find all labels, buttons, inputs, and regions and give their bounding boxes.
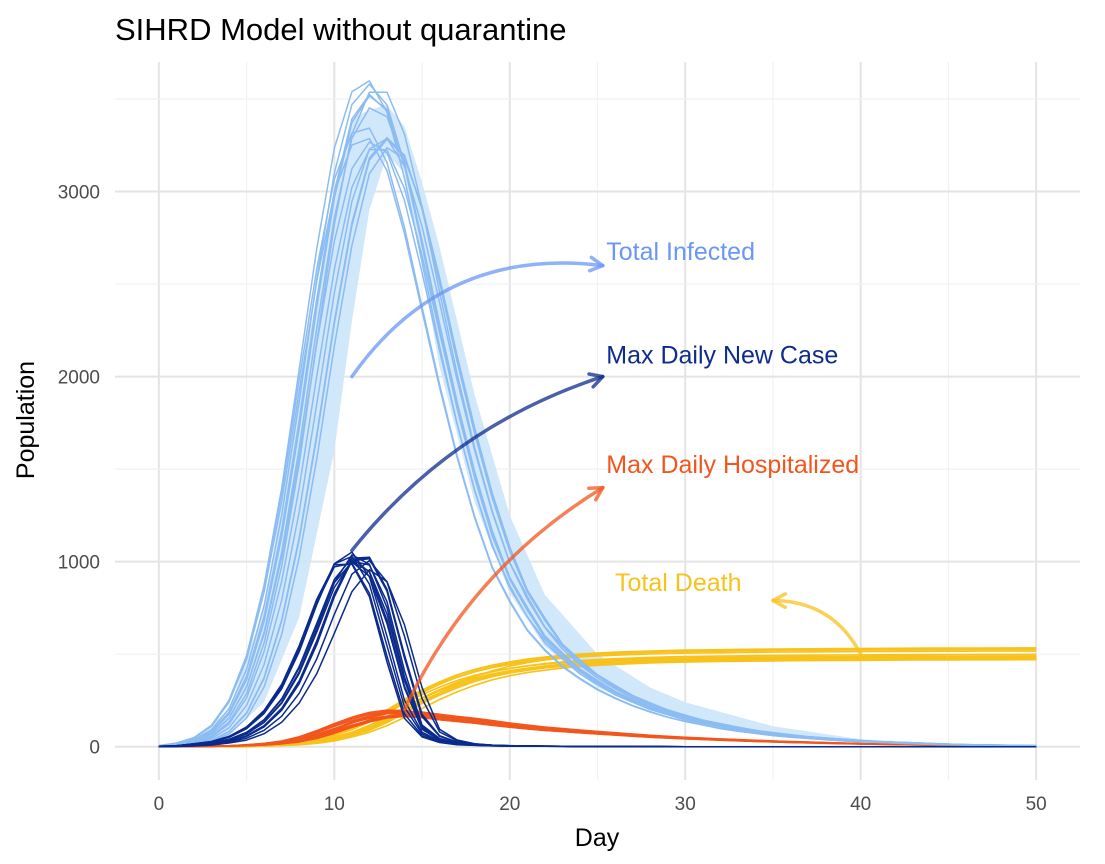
- hospitalized-runs: [158, 709, 1037, 748]
- chart-title: SIHRD Model without quarantine: [115, 12, 566, 47]
- death-run-line: [158, 648, 1037, 748]
- y-tick-label: 1000: [58, 553, 100, 574]
- infected-run-line: [158, 107, 1037, 748]
- annotation-label: Max Daily New Case: [606, 342, 838, 370]
- annotation-arrowhead: [587, 372, 605, 389]
- death-runs: [158, 647, 1037, 748]
- annotation-arrow: [350, 374, 605, 553]
- x-tick-label: 50: [1026, 794, 1047, 815]
- x-axis-ticks: 0 10 20 30 40 50: [154, 794, 1047, 815]
- annotation-arrows: [350, 255, 863, 712]
- hospitalized-run-line: [158, 712, 1037, 748]
- annotation-arrowhead: [587, 255, 605, 273]
- x-tick-label: 0: [154, 794, 165, 815]
- x-axis-title: Day: [575, 824, 620, 852]
- y-tick-label: 0: [89, 738, 100, 759]
- new_case-runs: [158, 551, 1037, 748]
- x-tick-label: 30: [675, 794, 696, 815]
- x-tick-label: 10: [324, 794, 345, 815]
- annotation-label: Max Daily Hospitalized: [606, 451, 859, 479]
- y-axis-title: Population: [12, 361, 40, 479]
- annotation-arrowhead: [587, 485, 605, 502]
- y-tick-label: 2000: [58, 368, 100, 389]
- annotation-arrow: [402, 485, 605, 712]
- annotation-arrow: [771, 598, 863, 656]
- y-axis-ticks: 0 1000 2000 3000: [58, 183, 100, 759]
- x-tick-label: 40: [850, 794, 871, 815]
- y-tick-label: 3000: [58, 183, 100, 204]
- x-tick-label: 20: [499, 794, 520, 815]
- annotation-arrow: [350, 261, 605, 379]
- annotation-label: Total Death: [615, 569, 741, 597]
- infected-band: [158, 104, 1037, 747]
- series-lines: [158, 80, 1037, 748]
- new_case-run-line: [158, 554, 1037, 748]
- infected-range-area: [158, 104, 1037, 747]
- death-run-line: [158, 655, 1037, 748]
- infected-runs: [158, 80, 1037, 748]
- annotations: Total Infected Max Daily New Case Max Dail…: [606, 238, 859, 597]
- annotation-label: Total Infected: [606, 238, 755, 266]
- annotation-arrowhead: [771, 592, 788, 610]
